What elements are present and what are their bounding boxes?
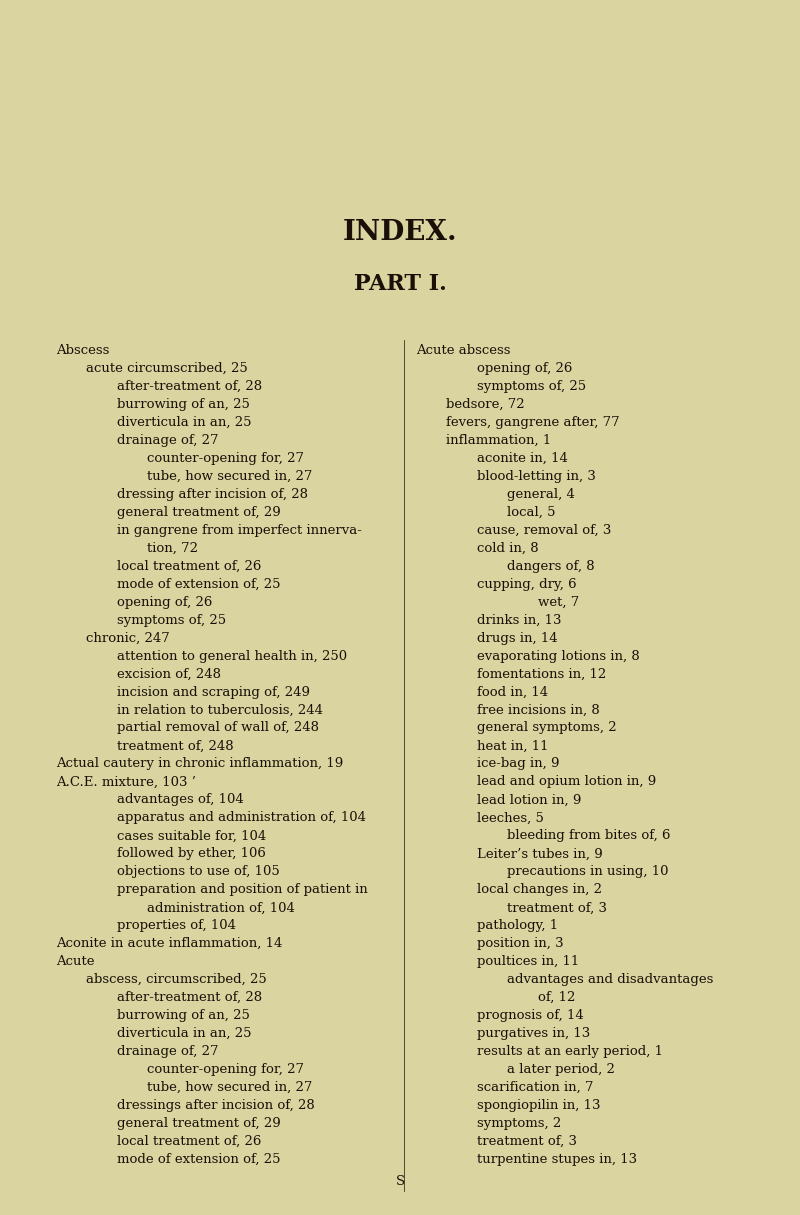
Text: symptoms of, 25: symptoms of, 25 xyxy=(117,614,226,627)
Text: heat in, 11: heat in, 11 xyxy=(477,740,548,752)
Text: blood-letting in, 3: blood-letting in, 3 xyxy=(477,470,596,482)
Text: abscess, circumscribed, 25: abscess, circumscribed, 25 xyxy=(86,973,267,987)
Text: aconite in, 14: aconite in, 14 xyxy=(477,452,568,464)
Text: burrowing of an, 25: burrowing of an, 25 xyxy=(117,397,250,411)
Text: symptoms, 2: symptoms, 2 xyxy=(477,1117,561,1130)
Text: burrowing of an, 25: burrowing of an, 25 xyxy=(117,1010,250,1022)
Text: counter-opening for, 27: counter-opening for, 27 xyxy=(147,452,304,464)
Text: Aconite in acute inflammation, 14: Aconite in acute inflammation, 14 xyxy=(56,937,282,950)
Text: ice-bag in, 9: ice-bag in, 9 xyxy=(477,757,559,770)
Text: opening of, 26: opening of, 26 xyxy=(117,595,212,609)
Text: properties of, 104: properties of, 104 xyxy=(117,920,236,932)
Text: mode of extension of, 25: mode of extension of, 25 xyxy=(117,577,280,590)
Text: dangers of, 8: dangers of, 8 xyxy=(507,560,595,572)
Text: Abscess: Abscess xyxy=(56,344,110,357)
Text: leeches, 5: leeches, 5 xyxy=(477,812,544,824)
Text: apparatus and administration of, 104: apparatus and administration of, 104 xyxy=(117,812,366,824)
Text: followed by ether, 106: followed by ether, 106 xyxy=(117,847,266,860)
Text: Actual cautery in chronic inflammation, 19: Actual cautery in chronic inflammation, … xyxy=(56,757,343,770)
Text: bedsore, 72: bedsore, 72 xyxy=(446,397,525,411)
Text: diverticula in an, 25: diverticula in an, 25 xyxy=(117,1027,251,1040)
Text: poultices in, 11: poultices in, 11 xyxy=(477,955,579,968)
Text: general treatment of, 29: general treatment of, 29 xyxy=(117,505,281,519)
Text: incision and scraping of, 249: incision and scraping of, 249 xyxy=(117,685,310,699)
Text: general, 4: general, 4 xyxy=(507,487,575,501)
Text: in gangrene from imperfect innerva-: in gangrene from imperfect innerva- xyxy=(117,524,362,537)
Text: local treatment of, 26: local treatment of, 26 xyxy=(117,1135,261,1148)
Text: general treatment of, 29: general treatment of, 29 xyxy=(117,1117,281,1130)
Text: treatment of, 3: treatment of, 3 xyxy=(507,902,607,914)
Text: objections to use of, 105: objections to use of, 105 xyxy=(117,865,279,878)
Text: PART I.: PART I. xyxy=(354,273,446,295)
Text: in relation to tuberculosis, 244: in relation to tuberculosis, 244 xyxy=(117,703,323,717)
Text: results at an early period, 1: results at an early period, 1 xyxy=(477,1045,662,1058)
Text: spongiopilin in, 13: spongiopilin in, 13 xyxy=(477,1100,600,1112)
Text: acute circumscribed, 25: acute circumscribed, 25 xyxy=(86,362,248,374)
Text: local, 5: local, 5 xyxy=(507,505,556,519)
Text: attention to general health in, 250: attention to general health in, 250 xyxy=(117,650,347,662)
Text: INDEX.: INDEX. xyxy=(342,219,458,245)
Text: diverticula in an, 25: diverticula in an, 25 xyxy=(117,416,251,429)
Text: prognosis of, 14: prognosis of, 14 xyxy=(477,1010,583,1022)
Text: fomentations in, 12: fomentations in, 12 xyxy=(477,667,606,680)
Text: Acute abscess: Acute abscess xyxy=(416,344,510,357)
Text: drinks in, 13: drinks in, 13 xyxy=(477,614,562,627)
Text: pathology, 1: pathology, 1 xyxy=(477,920,558,932)
Text: free incisions in, 8: free incisions in, 8 xyxy=(477,703,599,717)
Text: food in, 14: food in, 14 xyxy=(477,685,548,699)
Text: excision of, 248: excision of, 248 xyxy=(117,667,221,680)
Text: counter-opening for, 27: counter-opening for, 27 xyxy=(147,1063,304,1076)
Text: a later period, 2: a later period, 2 xyxy=(507,1063,615,1076)
Text: evaporating lotions in, 8: evaporating lotions in, 8 xyxy=(477,650,639,662)
Text: cause, removal of, 3: cause, removal of, 3 xyxy=(477,524,611,537)
Text: lead and opium lotion in, 9: lead and opium lotion in, 9 xyxy=(477,775,656,789)
Text: advantages and disadvantages: advantages and disadvantages xyxy=(507,973,714,987)
Text: after-treatment of, 28: after-treatment of, 28 xyxy=(117,380,262,392)
Text: cold in, 8: cold in, 8 xyxy=(477,542,538,554)
Text: scarification in, 7: scarification in, 7 xyxy=(477,1081,594,1094)
Text: drainage of, 27: drainage of, 27 xyxy=(117,1045,218,1058)
Text: fevers, gangrene after, 77: fevers, gangrene after, 77 xyxy=(446,416,620,429)
Text: purgatives in, 13: purgatives in, 13 xyxy=(477,1027,590,1040)
Text: partial removal of wall of, 248: partial removal of wall of, 248 xyxy=(117,722,318,734)
Text: Acute: Acute xyxy=(56,955,94,968)
Text: local changes in, 2: local changes in, 2 xyxy=(477,883,602,897)
Text: precautions in using, 10: precautions in using, 10 xyxy=(507,865,669,878)
Text: cupping, dry, 6: cupping, dry, 6 xyxy=(477,577,577,590)
Text: tube, how secured in, 27: tube, how secured in, 27 xyxy=(147,1081,313,1094)
Text: wet, 7: wet, 7 xyxy=(538,595,579,609)
Text: Leiter’s tubes in, 9: Leiter’s tubes in, 9 xyxy=(477,847,602,860)
Text: A.C.E. mixture, 103 ’: A.C.E. mixture, 103 ’ xyxy=(56,775,196,789)
Text: after-treatment of, 28: after-treatment of, 28 xyxy=(117,991,262,1004)
Text: position in, 3: position in, 3 xyxy=(477,937,563,950)
Text: general symptoms, 2: general symptoms, 2 xyxy=(477,722,617,734)
Text: drugs in, 14: drugs in, 14 xyxy=(477,632,558,644)
Text: inflammation, 1: inflammation, 1 xyxy=(446,434,552,447)
Text: tube, how secured in, 27: tube, how secured in, 27 xyxy=(147,470,313,482)
Text: of, 12: of, 12 xyxy=(538,991,575,1004)
Text: mode of extension of, 25: mode of extension of, 25 xyxy=(117,1153,280,1166)
Text: advantages of, 104: advantages of, 104 xyxy=(117,793,243,807)
Text: treatment of, 3: treatment of, 3 xyxy=(477,1135,577,1148)
Text: lead lotion in, 9: lead lotion in, 9 xyxy=(477,793,581,807)
Text: bleeding from bites of, 6: bleeding from bites of, 6 xyxy=(507,830,670,842)
Text: preparation and position of patient in: preparation and position of patient in xyxy=(117,883,367,897)
Text: treatment of, 248: treatment of, 248 xyxy=(117,740,234,752)
Text: opening of, 26: opening of, 26 xyxy=(477,362,572,374)
Text: dressing after incision of, 28: dressing after incision of, 28 xyxy=(117,487,308,501)
Text: administration of, 104: administration of, 104 xyxy=(147,902,295,914)
Text: tion, 72: tion, 72 xyxy=(147,542,198,554)
Text: S: S xyxy=(395,1175,405,1188)
Text: chronic, 247: chronic, 247 xyxy=(86,632,170,644)
Text: drainage of, 27: drainage of, 27 xyxy=(117,434,218,447)
Text: local treatment of, 26: local treatment of, 26 xyxy=(117,560,261,572)
Text: symptoms of, 25: symptoms of, 25 xyxy=(477,380,586,392)
Text: cases suitable for, 104: cases suitable for, 104 xyxy=(117,830,266,842)
Text: turpentine stupes in, 13: turpentine stupes in, 13 xyxy=(477,1153,637,1166)
Text: dressings after incision of, 28: dressings after incision of, 28 xyxy=(117,1100,314,1112)
